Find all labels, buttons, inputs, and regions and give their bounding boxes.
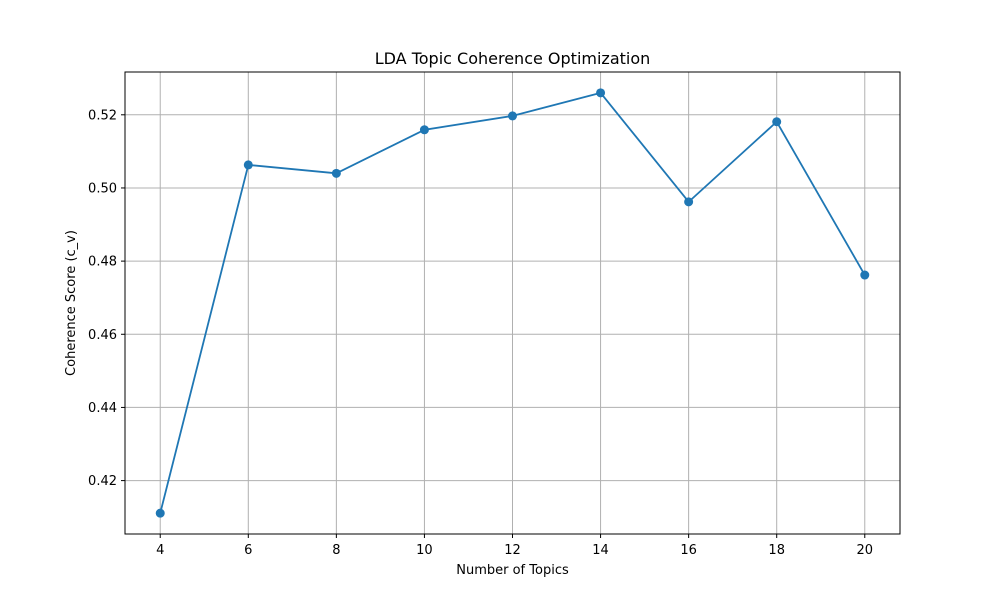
x-tick-label: 6 [244,543,252,558]
data-point-marker [331,168,341,178]
x-tick-label: 14 [592,543,609,558]
data-point-marker [508,111,517,121]
x-axis-label: Number of Topics [456,563,569,578]
data-point-marker [860,270,870,280]
y-axis-label: Coherence Score (c_v) [64,230,79,376]
data-point-marker [419,125,429,135]
x-tick-label: 16 [680,543,697,558]
data-point-marker [155,508,165,518]
data-point-marker [596,88,606,98]
data-point-marker [684,197,694,207]
x-tick-label: 12 [504,543,521,558]
data-point-marker [772,117,782,127]
y-tick-label: 0.50 [88,181,117,196]
x-tick-label: 8 [332,543,340,558]
y-tick-label: 0.44 [88,401,117,416]
grid-lines [125,72,900,534]
data-point-marker [243,160,253,170]
y-axis-ticks: 0.42 0.44 0.46 0.48 0.50 0.52 [88,108,125,489]
y-tick-label: 0.48 [88,255,117,270]
x-tick-label: 20 [856,543,873,558]
x-axis-ticks: 4 6 8 10 12 14 16 18 20 [156,534,873,558]
y-tick-label: 0.52 [88,108,117,123]
plot-frame [124,71,901,535]
x-tick-label: 18 [768,543,785,558]
chart-title: LDA Topic Coherence Optimization [375,49,651,68]
y-tick-label: 0.46 [88,328,117,343]
series-layer [155,88,870,518]
x-tick-label: 10 [416,543,433,558]
x-tick-label: 4 [156,543,164,558]
y-tick-label: 0.42 [88,474,117,489]
